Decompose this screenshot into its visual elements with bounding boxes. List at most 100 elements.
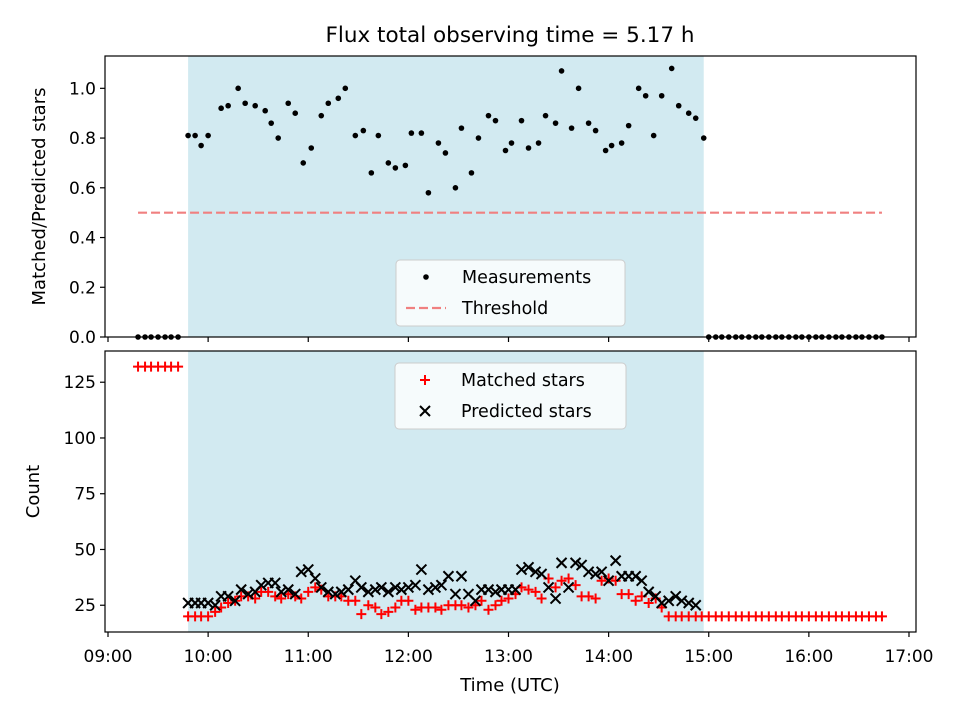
x-tick-label: 09:00 bbox=[84, 647, 133, 667]
legend-predicted-swatch bbox=[419, 405, 431, 417]
x-tick-label: 11:00 bbox=[284, 647, 333, 667]
measurement-point bbox=[542, 112, 549, 119]
y-tick-label: 0.4 bbox=[69, 229, 96, 249]
matched-star-point bbox=[403, 595, 414, 606]
legend-label: Matched stars bbox=[461, 371, 585, 391]
measurement-point bbox=[385, 160, 392, 166]
predicted-star-point bbox=[309, 572, 321, 585]
predicted-star-point bbox=[609, 554, 622, 567]
predicted-star-point bbox=[676, 595, 688, 607]
predicted-star-point bbox=[515, 563, 528, 576]
measurement-point bbox=[492, 117, 499, 124]
matched-star-point bbox=[570, 580, 581, 591]
measurement-point bbox=[502, 147, 509, 154]
measurement-point bbox=[442, 150, 449, 156]
matched-star-point bbox=[610, 575, 621, 586]
matched-star-point bbox=[430, 602, 441, 613]
matched-star-point bbox=[210, 606, 221, 617]
matched-star-point bbox=[503, 593, 514, 604]
matched-star-point bbox=[556, 575, 567, 586]
predicted-star-point bbox=[255, 579, 267, 591]
matched-star-point bbox=[583, 591, 594, 602]
measurement-point bbox=[318, 112, 325, 119]
measurement-point bbox=[352, 132, 359, 139]
predicted-star-point bbox=[582, 566, 595, 578]
measurement-point bbox=[435, 140, 442, 146]
matched-star-point bbox=[496, 595, 507, 606]
matched-star-point bbox=[203, 611, 214, 622]
matched-star-point bbox=[476, 595, 487, 606]
measurement-point bbox=[218, 105, 224, 112]
matched-star-point bbox=[550, 582, 561, 593]
y-tick-label: 50 bbox=[74, 540, 96, 560]
predicted-star-point bbox=[589, 568, 602, 580]
measurement-point bbox=[308, 145, 315, 151]
matched-star-point bbox=[350, 595, 361, 606]
measurement-point bbox=[692, 115, 699, 121]
measurement-point bbox=[225, 102, 231, 109]
matched-star-point bbox=[523, 584, 534, 595]
matched-star-point bbox=[376, 609, 387, 620]
matched-star-point bbox=[456, 600, 467, 611]
matched-star-point bbox=[596, 575, 607, 586]
matched-star-point bbox=[643, 598, 654, 609]
predicted-star-point bbox=[549, 592, 562, 605]
measurement-point bbox=[700, 135, 707, 141]
measurement-point bbox=[192, 132, 198, 139]
y-tick-label: 75 bbox=[74, 485, 96, 505]
measurement-point bbox=[452, 184, 459, 191]
matched-star-point bbox=[436, 604, 447, 615]
measurement-point bbox=[335, 95, 342, 102]
top-panel: 0.0 0.2 0.4 0.6 0.8 1.0 Matched/Predicted star… bbox=[29, 55, 917, 348]
measurement-point bbox=[285, 100, 292, 107]
measurement-point bbox=[185, 132, 191, 139]
measurement-point bbox=[475, 135, 482, 141]
predicted-star-point bbox=[455, 570, 468, 582]
measurement-point bbox=[242, 100, 248, 107]
predicted-star-point bbox=[369, 583, 382, 596]
measurement-point bbox=[625, 122, 632, 129]
predicted-star-point bbox=[690, 599, 702, 611]
predicted-star-point bbox=[529, 566, 542, 578]
predicted-star-point bbox=[595, 566, 608, 578]
x-tick-label: 15:00 bbox=[684, 647, 733, 667]
predicted-star-point bbox=[362, 586, 375, 598]
predicted-star-point bbox=[429, 581, 442, 594]
measurement-point bbox=[325, 100, 332, 107]
x-axis-label: Time (UTC) bbox=[459, 675, 560, 696]
y-tick-label: 0.6 bbox=[69, 179, 96, 199]
legend: Measurements Threshold bbox=[395, 259, 626, 327]
legend-label: Threshold bbox=[461, 299, 548, 319]
predicted-star-point bbox=[222, 590, 234, 603]
matched-star-point bbox=[363, 600, 374, 611]
legend: Matched stars Predicted stars bbox=[394, 362, 627, 430]
matched-star-point bbox=[630, 595, 641, 606]
measurement-point bbox=[408, 130, 415, 136]
predicted-star-point bbox=[282, 583, 294, 596]
measurement-point bbox=[205, 132, 211, 139]
y-tick-label: 0.2 bbox=[69, 278, 96, 298]
bottom-panel: 25 50 75 100 125 09:00 10:00 11:00 12:00 13:00 14:… bbox=[23, 351, 933, 667]
y-tick-label: 1.0 bbox=[69, 79, 96, 99]
predicted-star-point bbox=[489, 586, 502, 598]
predicted-star-point bbox=[542, 581, 555, 594]
predicted-star-point bbox=[655, 597, 668, 609]
x-tick-label: 17:00 bbox=[884, 647, 933, 667]
measurement-point bbox=[592, 127, 599, 134]
matched-star-point bbox=[490, 600, 501, 611]
predicted-star-point bbox=[629, 570, 642, 582]
matched-star-point bbox=[383, 606, 394, 617]
matched-star-point bbox=[263, 586, 274, 597]
predicted-star-point bbox=[662, 595, 675, 607]
predicted-star-point bbox=[482, 583, 495, 596]
measurement-point bbox=[198, 142, 204, 149]
measurement-point bbox=[668, 65, 675, 72]
predicted-star-point bbox=[269, 577, 281, 589]
predicted-star-point bbox=[335, 586, 347, 598]
predicted-star-point bbox=[355, 581, 368, 594]
predicted-star-point bbox=[422, 583, 435, 596]
measurement-point bbox=[292, 110, 299, 116]
matched-star-point bbox=[530, 586, 541, 597]
